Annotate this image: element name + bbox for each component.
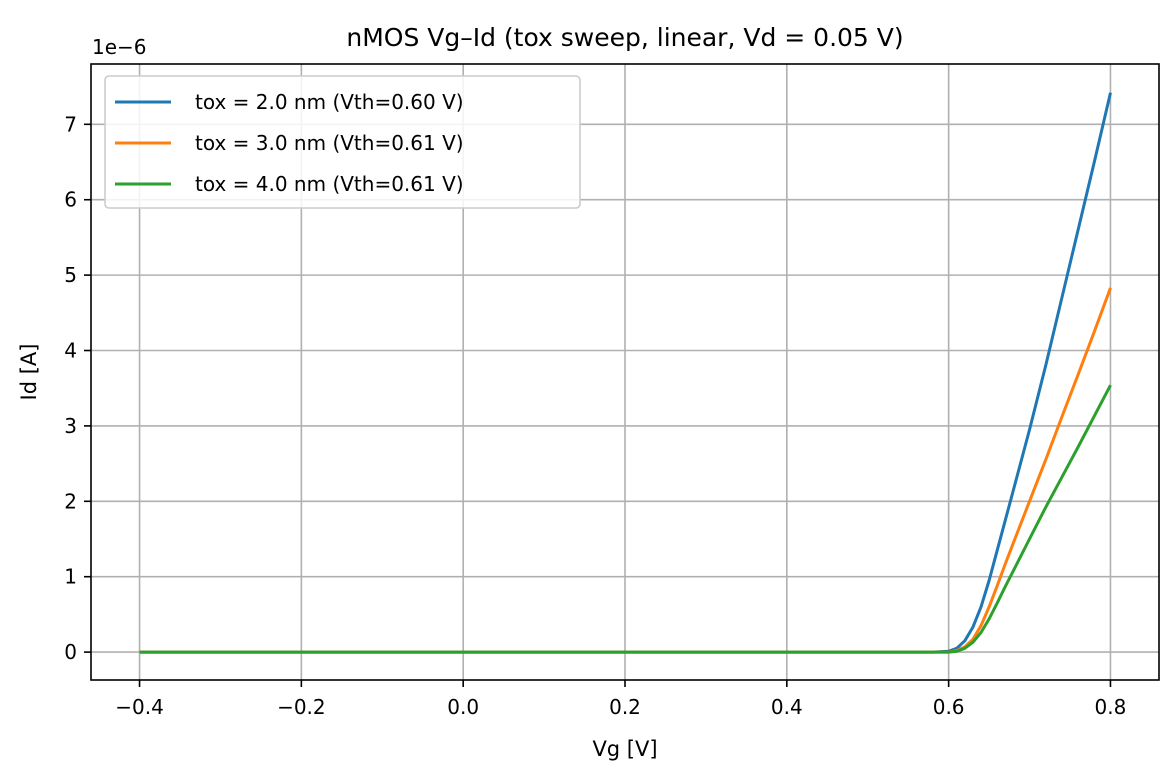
y-tick-label: 0 xyxy=(64,640,77,664)
x-axis-label: Vg [V] xyxy=(592,737,657,761)
y-tick-label: 6 xyxy=(64,188,77,212)
x-tick-label: −0.2 xyxy=(277,695,326,719)
y-axis-ticks: 0 1 2 3 4 5 6 7 xyxy=(64,112,91,664)
y-tick-label: 3 xyxy=(64,414,77,438)
series-lines xyxy=(139,92,1112,654)
legend-box xyxy=(104,75,581,209)
legend-label-2: tox = 3.0 nm (Vth=0.61 V) xyxy=(195,131,464,155)
y-tick-label: 7 xyxy=(64,112,77,136)
x-tick-label: 0.8 xyxy=(1095,695,1127,719)
x-tick-label: 0.4 xyxy=(771,695,803,719)
x-tick-label: 0.6 xyxy=(933,695,965,719)
series-line-3 xyxy=(139,384,1112,654)
legend-label-3: tox = 4.0 nm (Vth=0.61 V) xyxy=(195,172,464,196)
x-tick-label: −0.4 xyxy=(115,695,164,719)
y-tick-label: 1 xyxy=(64,565,77,589)
y-tick-label: 2 xyxy=(64,489,77,513)
x-tick-label: 0.0 xyxy=(447,695,479,719)
y-axis-label: Id [A] xyxy=(17,344,41,401)
legend: tox = 2.0 nm (Vth=0.60 V) tox = 3.0 nm (V… xyxy=(104,75,581,209)
legend-label-1: tox = 2.0 nm (Vth=0.60 V) xyxy=(195,90,464,114)
y-tick-label: 4 xyxy=(64,339,77,363)
y-offset-label: 1e−6 xyxy=(92,35,147,59)
x-tick-label: 0.2 xyxy=(609,695,641,719)
chart-title: nMOS Vg–Id (tox sweep, linear, Vd = 0.05… xyxy=(346,23,903,52)
x-axis-ticks: −0.4 −0.2 0.0 0.2 0.4 0.6 0.8 xyxy=(115,680,1126,719)
y-tick-label: 5 xyxy=(64,263,77,287)
